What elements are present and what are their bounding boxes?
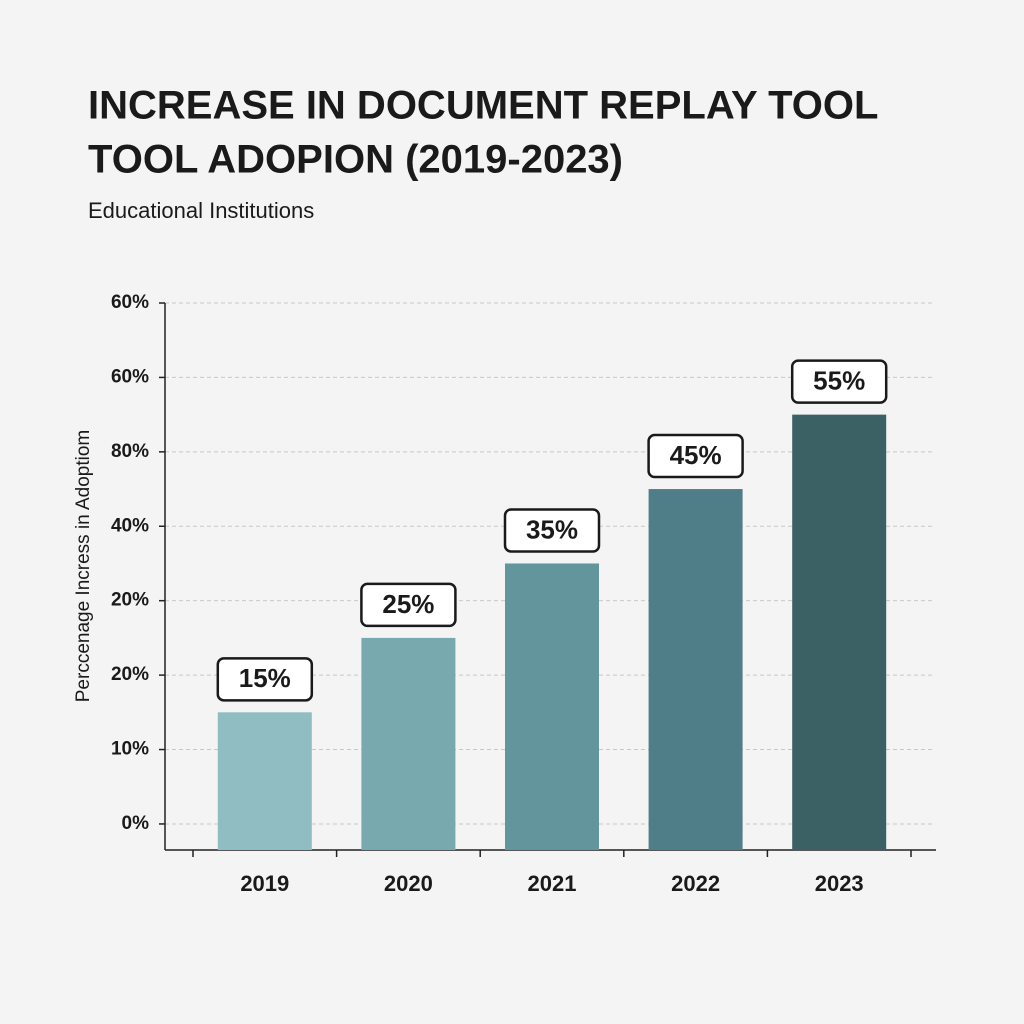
value-label-box: [647, 433, 744, 479]
bar: [361, 637, 456, 850]
y-tick-label: 20%: [111, 590, 149, 611]
x-tick-label: 2021: [528, 871, 577, 896]
value-label: 25%: [382, 589, 434, 619]
bar: [792, 414, 887, 850]
x-tick-label: 2022: [671, 871, 720, 896]
chart-title: TOOL ADOPION (2019-2023): [88, 138, 623, 182]
value-label: 35%: [526, 514, 578, 544]
value-label-box: [790, 359, 888, 404]
bar: [505, 563, 599, 850]
x-tick-label: 2020: [384, 871, 433, 896]
y-axis-label: Perccenage Incress in Adoptiom: [73, 430, 94, 703]
y-tick-label: 40%: [111, 515, 149, 536]
bar: [648, 489, 743, 850]
value-label: 15%: [239, 663, 291, 693]
value-label-box: [503, 508, 601, 553]
value-label: 55%: [813, 366, 865, 396]
value-label: 45%: [670, 440, 722, 470]
x-tick-label: 2019: [240, 871, 289, 896]
y-tick-label: 60%: [111, 366, 149, 387]
y-tick-label: 10%: [111, 739, 149, 760]
y-tick-label: 60%: [111, 292, 149, 313]
chart-title: INCREASE IN DOCUMENT REPLAY TOOL: [88, 84, 878, 128]
y-tick-label: 20%: [111, 664, 149, 685]
value-label-box: [216, 657, 314, 702]
chart-subtitle: Educational Institutions: [88, 198, 314, 223]
bar: [217, 712, 312, 850]
y-tick-label: 0%: [122, 813, 150, 834]
value-label-box: [360, 582, 457, 628]
y-tick-label: 80%: [111, 441, 149, 462]
x-tick-label: 2023: [815, 871, 864, 896]
